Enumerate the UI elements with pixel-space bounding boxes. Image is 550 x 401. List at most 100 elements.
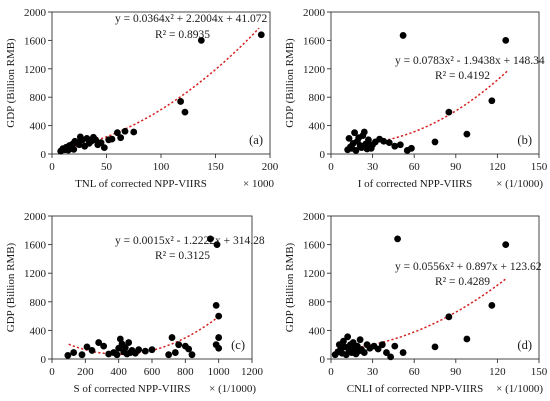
y-axis-label: GDP (Billion RMB) [5,242,17,332]
plot-frame [330,11,540,155]
data-point [351,129,358,137]
y-tick-label: 400 [30,325,47,337]
data-point [70,145,78,153]
r-squared-label: R² = 0.8935 [155,29,210,41]
data-point [488,97,496,105]
data-point [95,339,103,346]
x-tick-label: 0 [328,366,334,378]
y-tick-label: 400 [309,121,326,133]
y-tick-label: 1600 [24,35,47,47]
r-squared-label: R² = 0.4289 [435,276,490,288]
y-axis-label: GDP (Billion RMB) [284,242,296,332]
data-point [408,144,415,152]
data-point [175,341,183,349]
data-point [445,108,453,116]
data-point [113,351,121,359]
x-axis-label: CNLI of corrected NPP-VIIRS [347,383,484,395]
trendline-equation: y = 0.0783x² - 1.9438x + 148.34 [395,55,545,67]
data-point [488,301,496,309]
data-point [360,349,368,356]
x-tick-label: 120 [489,366,506,378]
trendline-equation: y = 0.0015x² - 1.2222x + 314.28 [115,235,265,247]
y-tick-label: 400 [309,325,326,337]
data-point [117,134,125,142]
y-tick-label: 1600 [24,240,47,252]
data-point [431,343,439,351]
trendline-equation: y = 0.0556x² + 0.897x + 123.62 [395,261,542,273]
x-tick-label: 800 [177,366,194,378]
r-squared-label: R² = 0.4192 [435,70,490,82]
y-tick-label: 1200 [24,268,47,280]
data-point [181,108,189,116]
x-tick-label: 90 [450,366,462,378]
x-tick-label: 150 [531,161,548,173]
x-axis-multiplier: × 1000 [243,178,274,190]
chart-panel-3: 0 400 800 1200 1600 2000 0 200 400 600 800 1000 1200… [5,211,265,395]
data-point [387,353,395,361]
panel-letter: (a) [249,133,263,147]
data-point [385,139,393,147]
y-tick-label: 2000 [303,211,326,223]
data-point [185,345,193,353]
data-point [445,313,453,321]
data-point [212,301,220,309]
data-point [97,139,105,147]
x-tick-label: 60 [409,161,421,173]
data-point [108,135,116,143]
data-point [168,334,176,341]
data-point [380,137,388,145]
y-tick-label: 0 [320,354,326,366]
data-point [188,351,196,359]
x-tick-label: 0 [49,366,55,378]
chart-panel-4: 0 400 800 1200 1600 2000 0 30 60 90 120 150 CNLI of … [284,211,548,395]
plot-frame [330,215,540,360]
data-point [399,349,407,356]
data-point [394,235,401,243]
data-point [148,346,156,354]
y-tick-label: 0 [41,354,47,366]
data-point [396,141,404,149]
r-squared-label: R² = 0.3125 [155,250,210,262]
y-tick-label: 0 [320,149,326,161]
x-tick-label: 120 [489,161,506,173]
panel-letter: (d) [517,338,532,352]
data-point [88,347,96,354]
data-point [100,144,108,152]
trendline-equation: y = 0.0364x² + 2.2004x + 41.072 [115,13,268,25]
data-point [83,343,91,351]
data-point [352,147,360,154]
x-tick-label: 400 [110,366,127,378]
x-tick-label: 0 [49,161,55,173]
chart-panel-1: 0 400 800 1200 1600 2000 0 50 100 150 200 TNL of co… [5,7,279,190]
data-point [374,345,382,353]
data-point [121,344,129,351]
data-point [215,334,223,341]
x-axis-label: I of corrected NPP-VIIRS [358,178,473,190]
x-tick-label: 50 [101,161,113,173]
y-axis-label: GDP (Billion RMB) [284,38,296,128]
x-axis-label: S of corrected NPP-VIIRS [73,383,190,395]
y-tick-label: 1200 [303,64,326,76]
data-point [365,136,372,144]
data-point [206,235,214,243]
data-point [215,344,223,352]
data-point [391,142,399,150]
x-tick-label: 90 [450,161,462,173]
data-point [378,341,386,349]
data-point [114,129,121,137]
trend-line [335,277,508,351]
panel-letter: (b) [517,133,532,147]
x-tick-label: 1200 [241,366,264,378]
x-tick-label: 30 [367,366,379,378]
panel-letter: (c) [231,338,245,352]
x-tick-label: 150 [531,366,548,378]
x-axis-multiplier: × (1/1000) [496,178,543,190]
data-point [502,37,510,44]
y-axis-label: GDP (Billion RMB) [5,38,17,128]
data-point [100,342,108,350]
data-point [463,130,471,138]
data-point [383,349,390,356]
x-tick-label: 60 [409,366,421,378]
x-tick-label: 600 [144,366,161,378]
